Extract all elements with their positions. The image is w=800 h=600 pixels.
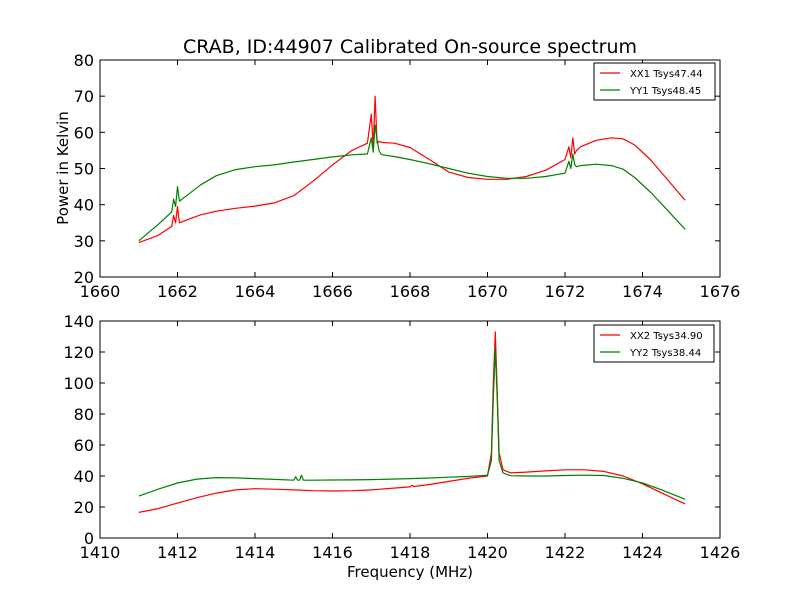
top-x-tick-label: 1670 xyxy=(467,282,508,301)
top-legend-box xyxy=(593,62,716,101)
bottom-ticks: 1410 1412 1414 1416 1418 1420 1422 1424 1426 0 20 4… xyxy=(63,312,740,562)
bottom-x-tick-label: 1426 xyxy=(700,543,741,562)
bottom-x-tick-label: 1418 xyxy=(390,543,431,562)
top-y-tick-label: 30 xyxy=(74,232,94,251)
bottom-legend-box xyxy=(593,324,715,363)
bottom-x-tick-label: 1420 xyxy=(467,543,508,562)
bottom-y-tick-label: 60 xyxy=(74,436,94,455)
bottom-y-tick-label: 120 xyxy=(63,343,94,362)
top-legend: XX1 Tsys47.44 YY1 Tsys48.45 xyxy=(593,62,716,101)
top-x-tick-label: 1664 xyxy=(235,282,276,301)
bottom-x-tick-label: 1410 xyxy=(80,543,121,562)
bottom-series-lines xyxy=(138,331,686,513)
top-x-tick-label: 1662 xyxy=(157,282,198,301)
top-x-tick-label: 1660 xyxy=(80,282,121,301)
top-x-tick-label: 1668 xyxy=(390,282,431,301)
top-y-tick-label: 60 xyxy=(74,123,94,142)
top-x-tick-label: 1676 xyxy=(700,282,741,301)
top-y-tick-label: 70 xyxy=(74,87,94,106)
bottom-y-tick-label: 20 xyxy=(74,498,94,517)
bottom-legend-label-xx2: XX2 Tsys34.90 xyxy=(630,331,703,342)
series-line-xx1 xyxy=(138,95,686,244)
bottom-y-tick-label: 80 xyxy=(74,405,94,424)
top-panel: CRAB, ID:44907 Calibrated On-source spec… xyxy=(54,36,740,301)
bottom-y-tick-label: 0 xyxy=(84,529,94,548)
series-line-yy2 xyxy=(138,348,686,500)
series-line-xx2 xyxy=(138,331,686,513)
top-x-tick-label: 1672 xyxy=(545,282,586,301)
bottom-y-tick-label: 40 xyxy=(74,467,94,486)
top-legend-label-yy1: YY1 Tsys48.45 xyxy=(629,86,701,97)
top-plot-frame xyxy=(99,59,721,278)
top-y-tick-label: 20 xyxy=(74,268,94,287)
top-y-tick-label: 50 xyxy=(74,160,94,179)
bottom-x-tick-label: 1414 xyxy=(235,543,276,562)
top-ticks: 1660 1662 1664 1666 1668 1670 1672 1674 1676 20 30… xyxy=(74,51,741,301)
bottom-x-axis-label: Frequency (MHz) xyxy=(347,563,473,581)
top-series-lines xyxy=(138,95,686,244)
top-x-tick-label: 1674 xyxy=(622,282,663,301)
bottom-x-tick-label: 1422 xyxy=(545,543,586,562)
bottom-legend: XX2 Tsys34.90 YY2 Tsys38.44 xyxy=(593,324,715,363)
bottom-legend-label-yy2: YY2 Tsys38.44 xyxy=(629,348,701,359)
top-legend-label-xx1: XX1 Tsys47.44 xyxy=(630,69,703,80)
bottom-panel: Frequency (MHz) 1410 1412 1414 1416 1418 1420… xyxy=(63,312,740,581)
top-x-tick-label: 1666 xyxy=(312,282,353,301)
bottom-y-tick-label: 140 xyxy=(63,312,94,331)
series-line-yy1 xyxy=(138,124,686,242)
top-y-axis-label: Power in Kelvin xyxy=(54,111,72,225)
bottom-x-tick-label: 1424 xyxy=(622,543,663,562)
bottom-x-tick-label: 1416 xyxy=(312,543,353,562)
bottom-plot-frame xyxy=(99,320,721,539)
bottom-y-tick-label: 100 xyxy=(63,374,94,393)
bottom-x-tick-label: 1412 xyxy=(157,543,198,562)
chart-title: CRAB, ID:44907 Calibrated On-source spec… xyxy=(183,36,637,58)
top-y-tick-label: 40 xyxy=(74,196,94,215)
top-y-tick-label: 80 xyxy=(74,51,94,70)
